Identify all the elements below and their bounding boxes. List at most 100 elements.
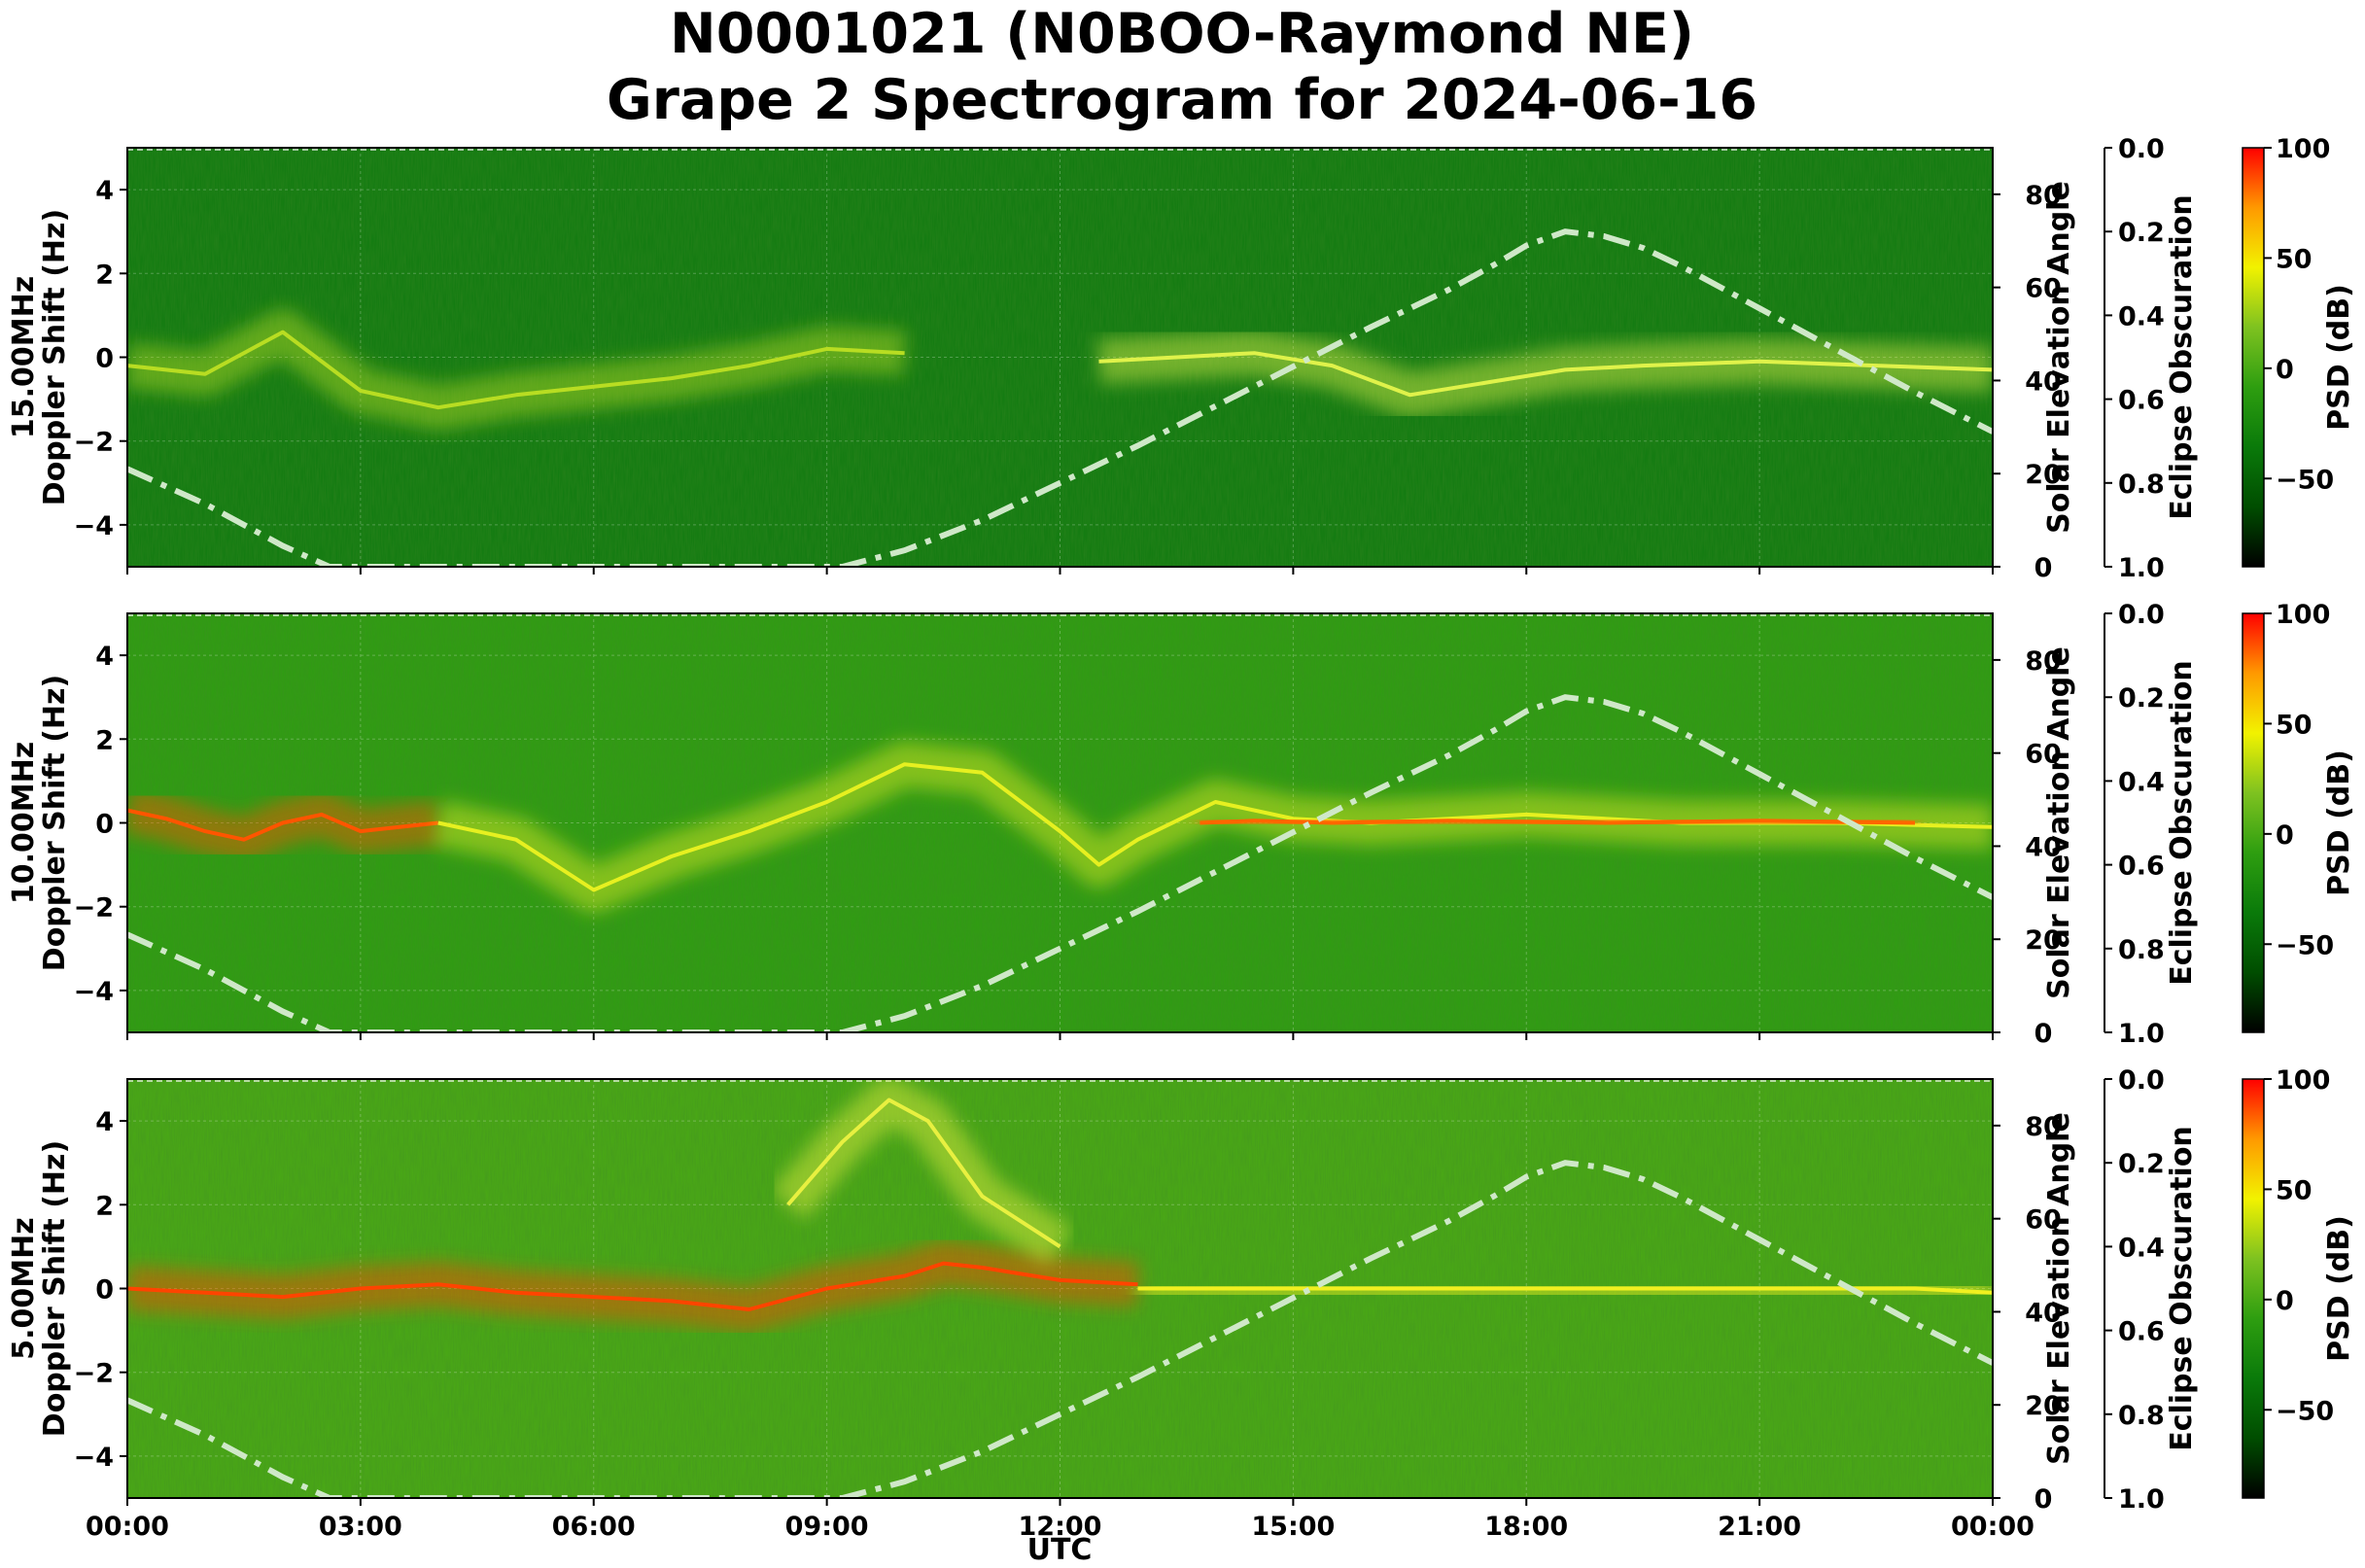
y-tick-label: 4 — [95, 176, 114, 206]
solar-elevation-axis-label: Solar Elevation Angle — [2042, 646, 2076, 999]
x-tick-label: 12:00 — [1019, 1512, 1102, 1542]
colorbar-label: PSD (dB) — [2322, 1215, 2356, 1362]
doppler-axis-label: Doppler Shift (Hz) — [38, 1140, 72, 1437]
colorbar-tick-label: 100 — [2276, 1065, 2330, 1096]
y-tick-label: −2 — [74, 428, 114, 458]
eclipse-obscuration-axis-label: Eclipse Obscuration — [2165, 194, 2199, 520]
signal-trace-1 — [127, 808, 439, 842]
eclipse-tick-label: 0.2 — [2118, 683, 2165, 714]
y-tick-label: 2 — [95, 1191, 114, 1221]
y-tick-label: −4 — [74, 977, 114, 1007]
eclipse-tick-label: 0.0 — [2118, 600, 2165, 630]
eclipse-tick-label: 1.0 — [2118, 553, 2165, 583]
solar-tick-label: 40 — [2025, 832, 2062, 862]
signal-trace-1 — [127, 330, 905, 410]
solar-tick-label: 40 — [2025, 366, 2062, 397]
solar-tick-label: 0 — [2035, 1019, 2053, 1049]
y-tick-label: 0 — [95, 810, 114, 840]
eclipse-tick-label: 0.0 — [2118, 134, 2165, 164]
eclipse-obscuration-axis-label: Eclipse Obscuration — [2165, 1126, 2199, 1451]
solar-elevation-line — [127, 694, 1993, 1032]
colorbar-tick-label: 0 — [2276, 820, 2294, 851]
solar-tick-label: 60 — [2025, 1205, 2062, 1236]
solar-tick-label: 0 — [2035, 553, 2053, 583]
eclipse-tick-label: 0.6 — [2118, 852, 2165, 882]
solar-tick-label: 60 — [2025, 274, 2062, 304]
signal-trace-3 — [786, 1098, 1061, 1249]
eclipse-tick-label: 0.6 — [2118, 386, 2165, 416]
solar-tick-label: 20 — [2025, 925, 2062, 956]
solar-tick-label: 80 — [2025, 646, 2062, 677]
eclipse-tick-label: 1.0 — [2118, 1484, 2165, 1515]
x-tick-label: 00:00 — [86, 1512, 169, 1542]
solar-elevation-axis-label: Solar Elevation Angle — [2042, 1112, 2076, 1465]
eclipse-tick-label: 1.0 — [2118, 1019, 2165, 1049]
eclipse-tick-label: 0.8 — [2118, 1401, 2165, 1431]
eclipse-tick-label: 0.4 — [2118, 767, 2165, 797]
y-tick-label: 0 — [95, 344, 114, 374]
eclipse-tick-label: 0.8 — [2118, 935, 2165, 965]
y-tick-label: 0 — [95, 1275, 114, 1306]
x-tick-label: 00:00 — [1951, 1512, 2035, 1542]
x-axis-label: UTC — [1027, 1533, 1093, 1567]
x-tick-label: 21:00 — [1718, 1512, 1801, 1542]
signal-trace-1 — [127, 1261, 1138, 1311]
colorbar-tick-label: 50 — [2276, 1175, 2313, 1205]
chart-title-line-2: Grape 2 Spectrogram for 2024-06-16 — [607, 68, 1757, 132]
x-tick-label: 15:00 — [1251, 1512, 1335, 1542]
colorbar-tick-label: −50 — [2276, 465, 2334, 495]
solar-tick-label: 20 — [2025, 460, 2062, 490]
panel-frequency-label: 5.00MHz — [7, 1217, 41, 1359]
colorbar-tick-label: 0 — [2276, 1286, 2294, 1316]
solar-tick-label: 80 — [2025, 1112, 2062, 1142]
x-tick-label: 09:00 — [785, 1512, 869, 1542]
eclipse-obscuration-axis-label: Eclipse Obscuration — [2165, 660, 2199, 986]
solar-elevation-line — [127, 1160, 1993, 1498]
signal-trace-3 — [1200, 819, 1916, 825]
chart-title-line-1: N0001021 (N0BOO-Raymond NE) — [670, 2, 1694, 66]
colorbar-tick-label: 100 — [2276, 134, 2330, 164]
solar-elevation-axis-label: Solar Elevation Angle — [2042, 181, 2076, 534]
solar-elevation-line — [127, 228, 1993, 567]
colorbar-tick-label: 50 — [2276, 244, 2313, 274]
solar-tick-label: 80 — [2025, 181, 2062, 211]
eclipse-tick-label: 0.8 — [2118, 470, 2165, 500]
eclipse-tick-label: 0.2 — [2118, 218, 2165, 248]
doppler-axis-label: Doppler Shift (Hz) — [38, 209, 72, 505]
y-tick-label: 2 — [95, 725, 114, 755]
solar-tick-label: 60 — [2025, 740, 2062, 770]
eclipse-tick-label: 0.0 — [2118, 1065, 2165, 1096]
x-tick-label: 06:00 — [552, 1512, 636, 1542]
solar-tick-label: 40 — [2025, 1298, 2062, 1328]
solar-tick-label: 0 — [2035, 1484, 2053, 1515]
y-tick-label: −2 — [74, 893, 114, 923]
colorbar — [2242, 1078, 2265, 1499]
y-tick-label: −2 — [74, 1359, 114, 1389]
colorbar-label: PSD (dB) — [2322, 284, 2356, 431]
y-tick-label: 4 — [95, 642, 114, 672]
eclipse-tick-label: 0.6 — [2118, 1317, 2165, 1347]
colorbar-tick-label: −50 — [2276, 930, 2334, 960]
eclipse-tick-label: 0.2 — [2118, 1149, 2165, 1179]
y-tick-label: −4 — [74, 511, 114, 541]
eclipse-tick-label: 0.4 — [2118, 301, 2165, 331]
signal-trace-2 — [1137, 1286, 1993, 1295]
panel-frequency-label: 10.00MHz — [7, 742, 41, 904]
colorbar-tick-label: 0 — [2276, 355, 2294, 385]
colorbar-tick-label: 100 — [2276, 600, 2330, 630]
x-tick-label: 18:00 — [1484, 1512, 1568, 1542]
solar-tick-label: 20 — [2025, 1391, 2062, 1421]
y-tick-label: 4 — [95, 1107, 114, 1137]
x-tick-label: 03:00 — [319, 1512, 402, 1542]
panel-frequency-label: 15.00MHz — [7, 276, 41, 438]
colorbar — [2242, 612, 2265, 1033]
y-tick-label: 2 — [95, 260, 114, 290]
signal-trace-2 — [1098, 351, 1993, 398]
colorbar-tick-label: −50 — [2276, 1396, 2334, 1426]
doppler-axis-label: Doppler Shift (Hz) — [38, 675, 72, 971]
